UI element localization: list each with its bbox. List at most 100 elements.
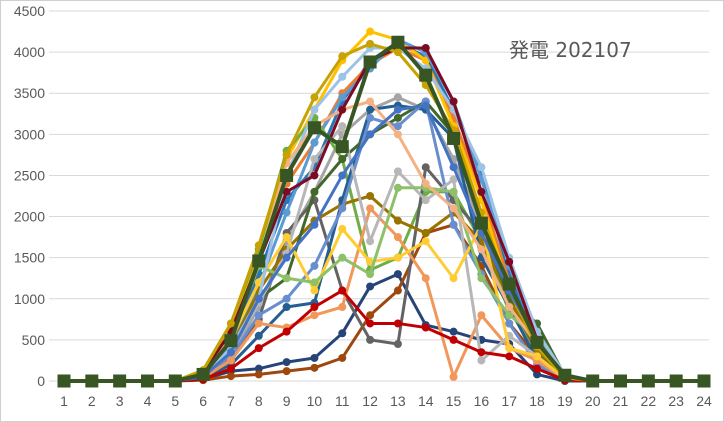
data-point: [338, 303, 347, 311]
data-point: [363, 55, 377, 69]
data-point: [57, 374, 71, 388]
x-tick-label: 4: [144, 393, 152, 409]
data-point: [282, 187, 291, 196]
data-point: [310, 93, 319, 102]
data-point: [393, 216, 402, 225]
data-point: [254, 370, 263, 379]
series-line: [64, 46, 704, 383]
data-point: [393, 253, 402, 262]
data-point: [254, 344, 263, 353]
data-point: [393, 105, 402, 114]
data-point: [254, 364, 263, 373]
data-point: [366, 192, 375, 200]
data-point: [533, 364, 542, 373]
x-tick-label: 22: [641, 393, 657, 409]
data-point: [393, 130, 402, 139]
y-tick-label: 1500: [14, 250, 45, 266]
series-line: [64, 223, 704, 383]
data-point: [338, 105, 347, 114]
data-point: [421, 323, 430, 332]
data-point: [419, 68, 433, 82]
chart-title: 発電 202107: [509, 38, 632, 62]
data-point: [226, 319, 235, 328]
series-6: [60, 113, 708, 385]
data-point: [338, 122, 347, 131]
data-point: [338, 155, 347, 163]
data-point: [310, 303, 319, 311]
series-lines: [57, 27, 711, 388]
data-point: [393, 270, 402, 279]
y-tick-label: 2000: [14, 209, 45, 225]
data-point: [366, 39, 375, 48]
data-point: [366, 105, 375, 114]
data-point: [505, 352, 514, 361]
data-point: [310, 311, 319, 320]
data-point: [366, 311, 375, 320]
data-point: [113, 374, 127, 388]
data-point: [310, 187, 319, 196]
data-point: [366, 204, 375, 213]
data-point: [449, 220, 458, 229]
data-point: [224, 334, 238, 348]
data-point: [310, 261, 319, 270]
data-point: [282, 274, 291, 283]
data-point: [474, 216, 488, 230]
x-tick-label: 17: [501, 393, 517, 409]
data-point: [505, 319, 514, 328]
data-point: [449, 204, 458, 213]
data-point: [310, 220, 319, 229]
series-line: [64, 46, 704, 383]
data-point: [533, 370, 542, 379]
x-tick-label: 23: [668, 393, 684, 409]
y-tick-label: 3500: [14, 85, 45, 101]
data-point: [393, 286, 402, 295]
series-7: [60, 270, 708, 385]
data-point: [447, 131, 461, 145]
data-point: [533, 352, 542, 361]
data-point: [310, 155, 319, 163]
data-point: [310, 105, 319, 114]
data-point: [366, 237, 375, 246]
x-tick-label: 20: [585, 393, 601, 409]
y-tick-label: 3000: [14, 126, 45, 142]
data-point: [502, 277, 516, 291]
data-point: [669, 374, 683, 388]
data-point: [85, 374, 99, 388]
series-5: [60, 35, 708, 385]
series-line: [64, 38, 704, 383]
series-21: [60, 44, 708, 385]
data-point: [366, 97, 375, 106]
data-point: [282, 150, 291, 159]
data-point: [335, 140, 349, 154]
series-line: [64, 165, 704, 383]
x-tick-label: 9: [283, 393, 291, 409]
data-point: [505, 311, 514, 320]
data-point: [338, 72, 347, 81]
data-point: [310, 278, 319, 287]
data-point: [366, 270, 375, 279]
x-tick-label: 14: [418, 393, 434, 409]
x-tick-label: 8: [255, 393, 263, 409]
data-point: [338, 329, 347, 338]
data-point: [310, 363, 319, 372]
data-point: [282, 253, 291, 262]
data-point: [393, 183, 402, 192]
y-tick-label: 4000: [14, 44, 45, 60]
y-tick-label: 1000: [14, 291, 45, 307]
data-point: [282, 367, 291, 376]
data-point: [310, 353, 319, 362]
series-9: [60, 163, 708, 385]
data-point: [477, 163, 486, 172]
data-point: [393, 340, 402, 348]
series-8: [60, 220, 708, 385]
data-point: [505, 303, 514, 311]
data-point: [477, 311, 486, 320]
x-tick-label: 13: [390, 393, 406, 409]
data-point: [393, 233, 402, 242]
data-point: [226, 356, 235, 365]
data-point: [477, 245, 486, 254]
series-22: [60, 39, 708, 385]
series-line: [64, 99, 704, 383]
data-point: [477, 274, 486, 283]
